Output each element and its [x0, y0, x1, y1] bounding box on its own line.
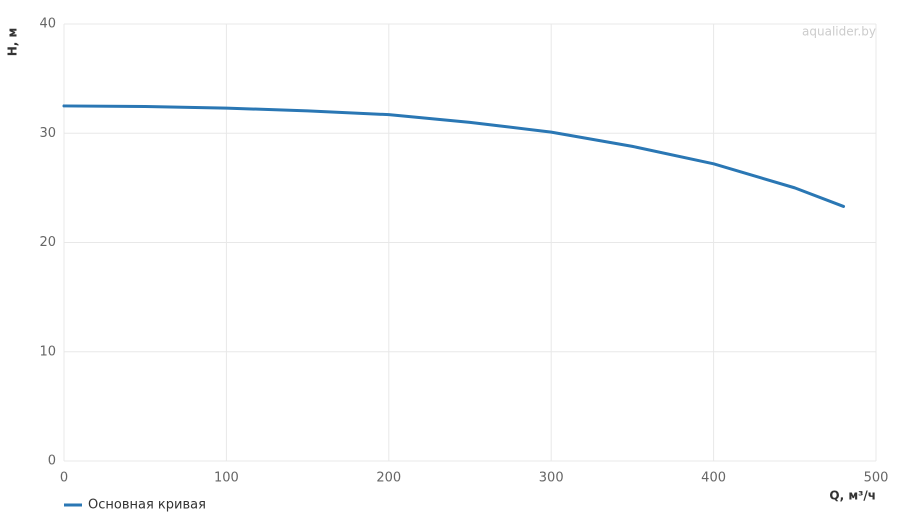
legend-label: Основная кривая: [88, 498, 206, 513]
x-tick-label: 0: [60, 471, 68, 486]
y-tick-label: 40: [39, 17, 56, 32]
watermark: aqualider.by: [802, 25, 876, 39]
y-tick-label: 0: [48, 454, 56, 469]
x-tick-label: 500: [864, 471, 889, 486]
line-series: [62, 104, 846, 208]
x-tick-label: 100: [214, 471, 239, 486]
y-tick-label: 20: [39, 235, 56, 250]
x-tick-label: 400: [701, 471, 726, 486]
x-axis-label: Q, м³/ч: [829, 489, 876, 503]
x-tick-label: 300: [539, 471, 564, 486]
y-axis-label: H, м: [6, 28, 20, 57]
x-tick-label: 200: [376, 471, 401, 486]
y-tick-label: 10: [39, 344, 56, 359]
y-tick-label: 30: [39, 126, 56, 141]
